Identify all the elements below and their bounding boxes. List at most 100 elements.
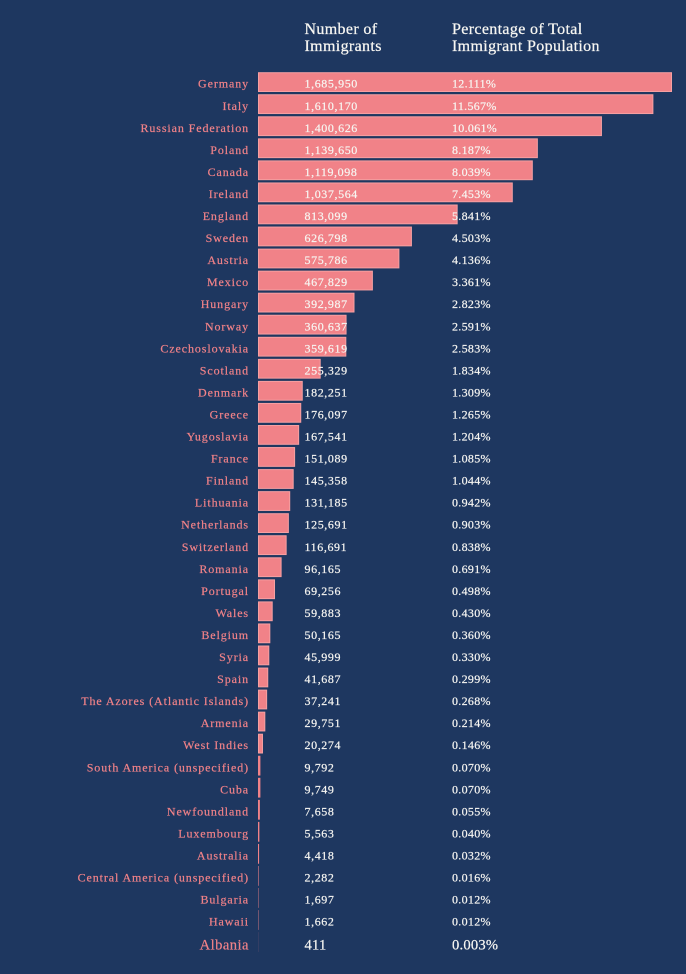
svg-text:0.146%: 0.146% — [452, 738, 491, 752]
svg-text:5,563: 5,563 — [305, 826, 335, 840]
svg-text:1,119,098: 1,119,098 — [305, 165, 358, 179]
svg-text:0.838%: 0.838% — [452, 540, 491, 554]
svg-text:626,798: 626,798 — [305, 231, 348, 245]
svg-text:1,685,950: 1,685,950 — [305, 77, 358, 91]
svg-text:8.187%: 8.187% — [452, 143, 491, 157]
svg-text:Wales: Wales — [215, 606, 249, 620]
svg-text:Romania: Romania — [199, 562, 249, 576]
svg-text:Armenia: Armenia — [201, 716, 249, 730]
svg-text:176,097: 176,097 — [305, 407, 348, 421]
svg-text:50,165: 50,165 — [305, 628, 342, 642]
svg-text:Denmark: Denmark — [198, 385, 249, 399]
svg-text:Switzerland: Switzerland — [182, 540, 249, 554]
svg-text:1,610,170: 1,610,170 — [305, 99, 358, 113]
svg-text:0.299%: 0.299% — [452, 672, 491, 686]
svg-text:Syria: Syria — [219, 650, 249, 664]
svg-text:0.498%: 0.498% — [452, 584, 491, 598]
svg-text:37,241: 37,241 — [305, 694, 342, 708]
svg-text:0.012%: 0.012% — [452, 893, 491, 907]
svg-text:255,329: 255,329 — [305, 363, 348, 377]
svg-text:12.111%: 12.111% — [452, 77, 496, 91]
svg-text:0.070%: 0.070% — [452, 760, 491, 774]
svg-text:2.583%: 2.583% — [452, 341, 491, 355]
svg-text:1,139,650: 1,139,650 — [305, 143, 358, 157]
svg-text:Cuba: Cuba — [220, 782, 249, 796]
svg-text:Immigrants: Immigrants — [305, 38, 382, 55]
svg-text:Sweden: Sweden — [206, 231, 249, 245]
svg-text:5.841%: 5.841% — [452, 209, 491, 223]
svg-text:Central America (unspecified): Central America (unspecified) — [78, 871, 249, 885]
svg-text:69,256: 69,256 — [305, 584, 342, 598]
svg-text:2,282: 2,282 — [305, 871, 335, 885]
svg-text:Number of: Number of — [305, 21, 378, 38]
svg-text:0.012%: 0.012% — [452, 915, 491, 929]
svg-text:England: England — [203, 209, 249, 223]
svg-text:Belgium: Belgium — [201, 628, 249, 642]
svg-text:392,987: 392,987 — [305, 297, 348, 311]
svg-text:411: 411 — [305, 937, 327, 953]
svg-text:Italy: Italy — [223, 99, 250, 113]
svg-text:167,541: 167,541 — [305, 430, 348, 444]
svg-text:8.039%: 8.039% — [452, 165, 491, 179]
svg-text:575,786: 575,786 — [305, 253, 348, 267]
svg-text:Newfoundland: Newfoundland — [167, 804, 249, 818]
svg-text:1.265%: 1.265% — [452, 407, 491, 421]
svg-text:Poland: Poland — [210, 143, 249, 157]
svg-text:359,619: 359,619 — [305, 341, 348, 355]
svg-text:0.268%: 0.268% — [452, 694, 491, 708]
svg-text:0.016%: 0.016% — [452, 871, 491, 885]
svg-text:West Indies: West Indies — [183, 738, 249, 752]
svg-text:Norway: Norway — [205, 319, 249, 333]
svg-text:Scotland: Scotland — [200, 363, 249, 377]
svg-text:467,829: 467,829 — [305, 275, 348, 289]
svg-text:Ireland: Ireland — [209, 187, 249, 201]
svg-text:0.430%: 0.430% — [452, 606, 491, 620]
svg-text:41,687: 41,687 — [305, 672, 342, 686]
svg-text:Luxembourg: Luxembourg — [178, 826, 249, 840]
svg-text:7.453%: 7.453% — [452, 187, 491, 201]
svg-text:29,751: 29,751 — [305, 716, 342, 730]
svg-text:0.360%: 0.360% — [452, 628, 491, 642]
svg-text:0.903%: 0.903% — [452, 518, 491, 532]
svg-text:360,637: 360,637 — [305, 319, 348, 333]
svg-text:Austria: Austria — [207, 253, 249, 267]
svg-text:1.309%: 1.309% — [452, 385, 491, 399]
svg-text:South America (unspecified): South America (unspecified) — [87, 760, 249, 774]
svg-text:96,165: 96,165 — [305, 562, 342, 576]
svg-text:Australia: Australia — [197, 848, 249, 862]
svg-text:Lithuania: Lithuania — [195, 496, 249, 510]
svg-text:Yugoslavia: Yugoslavia — [187, 430, 249, 444]
svg-text:Greece: Greece — [210, 407, 249, 421]
svg-text:0.032%: 0.032% — [452, 848, 491, 862]
svg-text:Portugal: Portugal — [201, 584, 249, 598]
svg-text:1.085%: 1.085% — [452, 452, 491, 466]
svg-text:Mexico: Mexico — [207, 275, 249, 289]
svg-text:Germany: Germany — [198, 77, 249, 91]
svg-text:Percentage of Total: Percentage of Total — [452, 21, 583, 38]
svg-text:4,418: 4,418 — [305, 848, 335, 862]
svg-text:11.567%: 11.567% — [452, 99, 497, 113]
svg-text:1,400,626: 1,400,626 — [305, 121, 358, 135]
svg-text:Czechoslovakia: Czechoslovakia — [160, 341, 249, 355]
svg-text:0.070%: 0.070% — [452, 782, 491, 796]
svg-text:2.823%: 2.823% — [452, 297, 491, 311]
svg-text:Russian Federation: Russian Federation — [140, 121, 249, 135]
svg-text:0.040%: 0.040% — [452, 826, 491, 840]
svg-text:45,999: 45,999 — [305, 650, 342, 664]
svg-text:125,691: 125,691 — [305, 518, 348, 532]
svg-text:Albania: Albania — [200, 937, 249, 953]
svg-text:0.691%: 0.691% — [452, 562, 491, 576]
svg-text:10.061%: 10.061% — [452, 121, 497, 135]
svg-text:0.330%: 0.330% — [452, 650, 491, 664]
svg-text:3.361%: 3.361% — [452, 275, 491, 289]
svg-text:1.834%: 1.834% — [452, 363, 491, 377]
svg-text:131,185: 131,185 — [305, 496, 348, 510]
svg-text:1.044%: 1.044% — [452, 474, 491, 488]
svg-text:1,697: 1,697 — [305, 893, 335, 907]
svg-text:0.055%: 0.055% — [452, 804, 491, 818]
svg-text:182,251: 182,251 — [305, 385, 348, 399]
svg-text:116,691: 116,691 — [305, 540, 348, 554]
svg-text:0.214%: 0.214% — [452, 716, 491, 730]
svg-text:7,658: 7,658 — [305, 804, 335, 818]
svg-text:Hawaii: Hawaii — [209, 915, 249, 929]
